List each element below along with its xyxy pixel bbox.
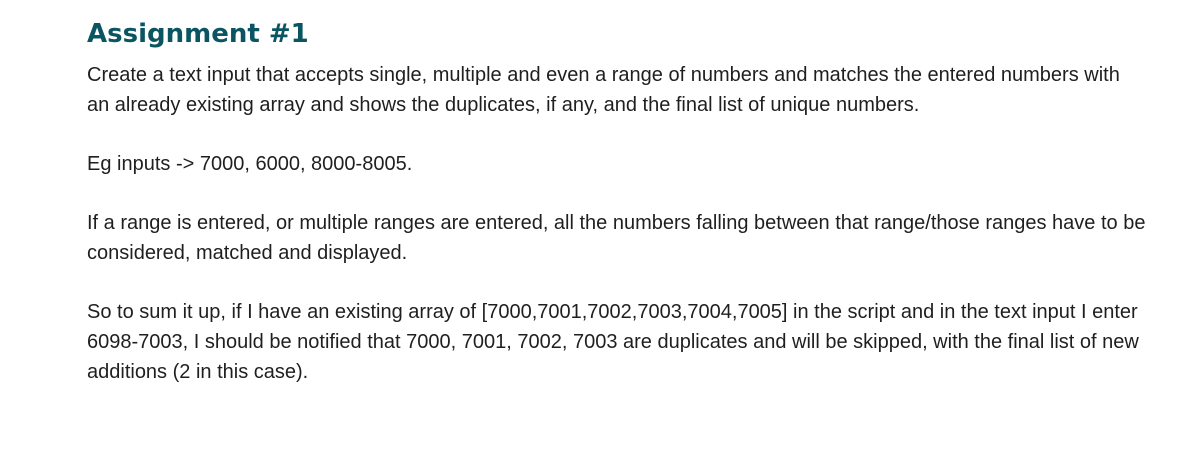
paragraph-summary: So to sum it up, if I have an existing a… (87, 301, 1139, 383)
paragraph-spacer (87, 179, 1147, 208)
paragraph-example-inputs: Eg inputs -> 7000, 6000, 8000-8005. (87, 153, 413, 175)
paragraph-description: Create a text input that accepts single,… (87, 64, 1120, 116)
assignment-title: Assignment #1 (87, 19, 309, 49)
paragraph-spacer (87, 268, 1147, 297)
paragraph-spacer (87, 120, 1147, 149)
document-body: Assignment #1 Create a text input that a… (87, 14, 1147, 387)
paragraph-range-rule: If a range is entered, or multiple range… (87, 212, 1146, 264)
